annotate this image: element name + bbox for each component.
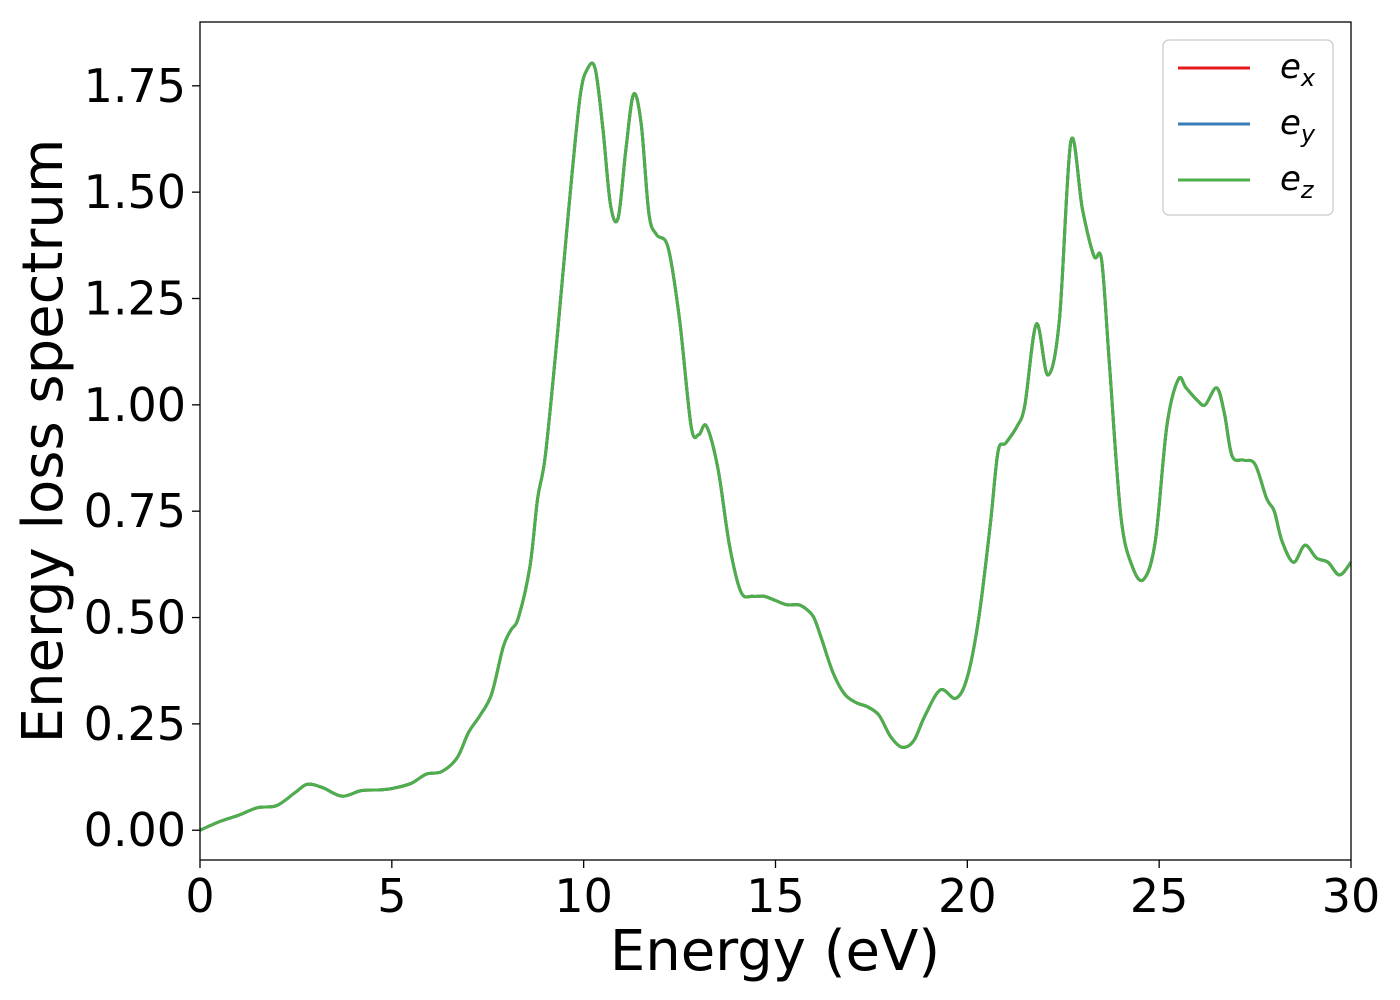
y-tick-label: 1.00 [84, 378, 186, 432]
y-tick-label: 1.75 [84, 59, 186, 113]
y-tick-label: 1.50 [84, 165, 186, 219]
series-layer [200, 61, 1351, 832]
x-tick-label: 20 [938, 869, 997, 923]
legend-box [1162, 39, 1334, 216]
y-tick-label: 0.50 [84, 591, 186, 645]
y-tick-label: 0.25 [84, 697, 186, 751]
x-tick-label: 0 [185, 869, 214, 923]
legend-entries: ex ey ez [1178, 47, 1316, 204]
x-tick-label: 30 [1322, 869, 1381, 923]
series-line-ez [200, 61, 1351, 832]
x-tick-label: 10 [554, 869, 613, 923]
legend-label-ez: ez [1280, 159, 1315, 204]
x-axis: 0 5 10 15 20 25 30 [185, 860, 1380, 923]
legend: ex ey ez [1162, 39, 1334, 216]
plot-area [200, 61, 1351, 832]
y-tick-label: 1.25 [84, 271, 186, 325]
x-tick-label: 15 [746, 869, 805, 923]
x-axis-title: Energy (eV) [610, 919, 940, 984]
y-axis-title: Energy loss spectrum [11, 139, 76, 744]
x-tick-label: 25 [1130, 869, 1189, 923]
y-tick-label: 0.75 [84, 484, 186, 538]
x-tick-label: 5 [377, 869, 406, 923]
legend-label-ey: ey [1280, 103, 1316, 148]
legend-label-ex: ex [1280, 47, 1316, 92]
y-tick-label: 0.00 [84, 803, 186, 857]
y-axis: 0.00 0.25 0.50 0.75 1.00 1.25 1.50 1.75 [84, 59, 200, 857]
